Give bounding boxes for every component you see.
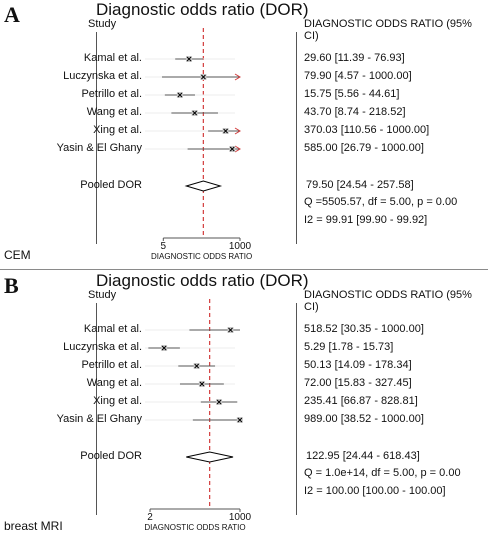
- study-ci-text: 235.41 [66.87 - 828.81]: [304, 395, 418, 407]
- x-tick-label: 2: [147, 512, 153, 523]
- left-divider: [96, 303, 97, 515]
- study-name: Xing et al.: [93, 395, 142, 407]
- study-point-marker: [223, 128, 228, 134]
- x-tick-label: 5: [160, 241, 167, 252]
- panel-letter: B: [4, 273, 19, 298]
- study-ci-text: 15.75 [5.56 - 44.61]: [304, 88, 400, 100]
- study-point-marker: [199, 381, 205, 387]
- x-tick-label: 1000: [228, 512, 252, 523]
- i2-text: I2 = 100.00 [100.00 - 100.00]: [304, 485, 446, 497]
- study-point-marker: [186, 56, 192, 62]
- study-name: Yasin & El Ghany: [56, 413, 142, 425]
- right-divider: [296, 32, 297, 244]
- study-ci-text: 5.29 [1.78 - 15.73]: [304, 341, 394, 353]
- study-ci-text: 43.70 [8.74 - 218.52]: [304, 106, 406, 118]
- study-ci-text: 29.60 [11.39 - 76.93]: [304, 52, 405, 64]
- study-ci-text: 370.03 [110.56 - 1000.00]: [304, 124, 430, 136]
- panel-caption: breast MRI: [4, 519, 63, 533]
- x-tick-label: 1000: [228, 241, 252, 252]
- panel-separator: [0, 269, 488, 270]
- pooled-label: Pooled DOR: [80, 450, 142, 462]
- study-point-marker: [194, 363, 200, 369]
- pooled-diamond: [184, 180, 223, 192]
- pooled-diamond: [186, 451, 234, 463]
- study-point-marker: [192, 110, 198, 116]
- pooled-ci-text: 79.50 [24.54 - 257.58]: [306, 179, 414, 191]
- study-point-marker: [201, 74, 206, 80]
- study-name: Petrillo et al.: [81, 359, 142, 371]
- ci-arrow: [234, 145, 241, 153]
- ci-arrow: [234, 73, 241, 81]
- study-ci-text: 50.13 [14.09 - 178.34]: [304, 359, 412, 371]
- left-divider: [96, 32, 97, 244]
- study-ci-text: 79.90 [4.57 - 1000.00]: [304, 70, 412, 82]
- study-column-header: Study: [88, 18, 117, 30]
- study-ci-text: 518.52 [30.35 - 1000.00]: [304, 323, 424, 335]
- study-name: Petrillo et al.: [81, 88, 142, 100]
- result-column-header: DIAGNOSTIC ODDS RATIO (95% CI): [304, 18, 472, 42]
- chart-title: Diagnostic odds ratio (DOR): [96, 0, 309, 19]
- study-name: Kamal et al.: [83, 323, 142, 335]
- study-name: Wang et al.: [86, 106, 142, 118]
- panel-b: B Diagnostic odds ratio (DOR) Study DIAG…: [0, 271, 488, 541]
- result-column-header: DIAGNOSTIC ODDS RATIO (95% CI): [304, 289, 472, 313]
- study-ci-text: 72.00 [15.83 - 327.45]: [304, 377, 412, 389]
- heterogeneity-text: Q = 1.0e+14, df = 5.00, p = 0.00: [304, 467, 461, 479]
- heterogeneity-text: Q =5505.57, df = 5.00, p = 0.00: [304, 196, 458, 208]
- study-point-marker: [228, 327, 233, 333]
- study-name: Luczynska et al.: [63, 70, 142, 82]
- pooled-label: Pooled DOR: [80, 179, 142, 191]
- study-name: Luczynska et al.: [63, 341, 142, 353]
- study-name: Wang et al.: [86, 377, 142, 389]
- pooled-ci-text: 122.95 [24.44 - 618.43]: [306, 450, 420, 462]
- x-axis-title: DIAGNOSTIC ODDS RATIO: [151, 252, 253, 261]
- study-name: Xing et al.: [93, 124, 142, 136]
- study-name: Kamal et al.: [83, 52, 142, 64]
- chart-title: Diagnostic odds ratio (DOR): [96, 271, 309, 290]
- study-point-marker: [237, 417, 243, 423]
- panel-caption: CEM: [4, 248, 31, 262]
- study-point-marker: [229, 146, 235, 152]
- study-point-marker: [216, 399, 222, 405]
- forest-plot: [145, 28, 241, 241]
- study-ci-text: 989.00 [38.52 - 1000.00]: [304, 413, 424, 425]
- study-ci-text: 585.00 [26.79 - 1000.00]: [304, 142, 424, 154]
- i2-text: I2 = 99.91 [99.90 - 99.92]: [304, 214, 428, 226]
- study-point-marker: [177, 92, 183, 98]
- ci-arrow: [234, 127, 241, 135]
- study-column-header: Study: [88, 289, 117, 301]
- x-axis-title: DIAGNOSTIC ODDS RATIO: [144, 523, 246, 532]
- right-divider: [296, 303, 297, 515]
- panel-a: A Diagnostic odds ratio (DOR) Study DIAG…: [0, 0, 488, 270]
- panel-letter: A: [4, 2, 20, 27]
- study-name: Yasin & El Ghany: [56, 142, 142, 154]
- study-point-marker: [161, 345, 167, 351]
- forest-plot: [145, 299, 243, 512]
